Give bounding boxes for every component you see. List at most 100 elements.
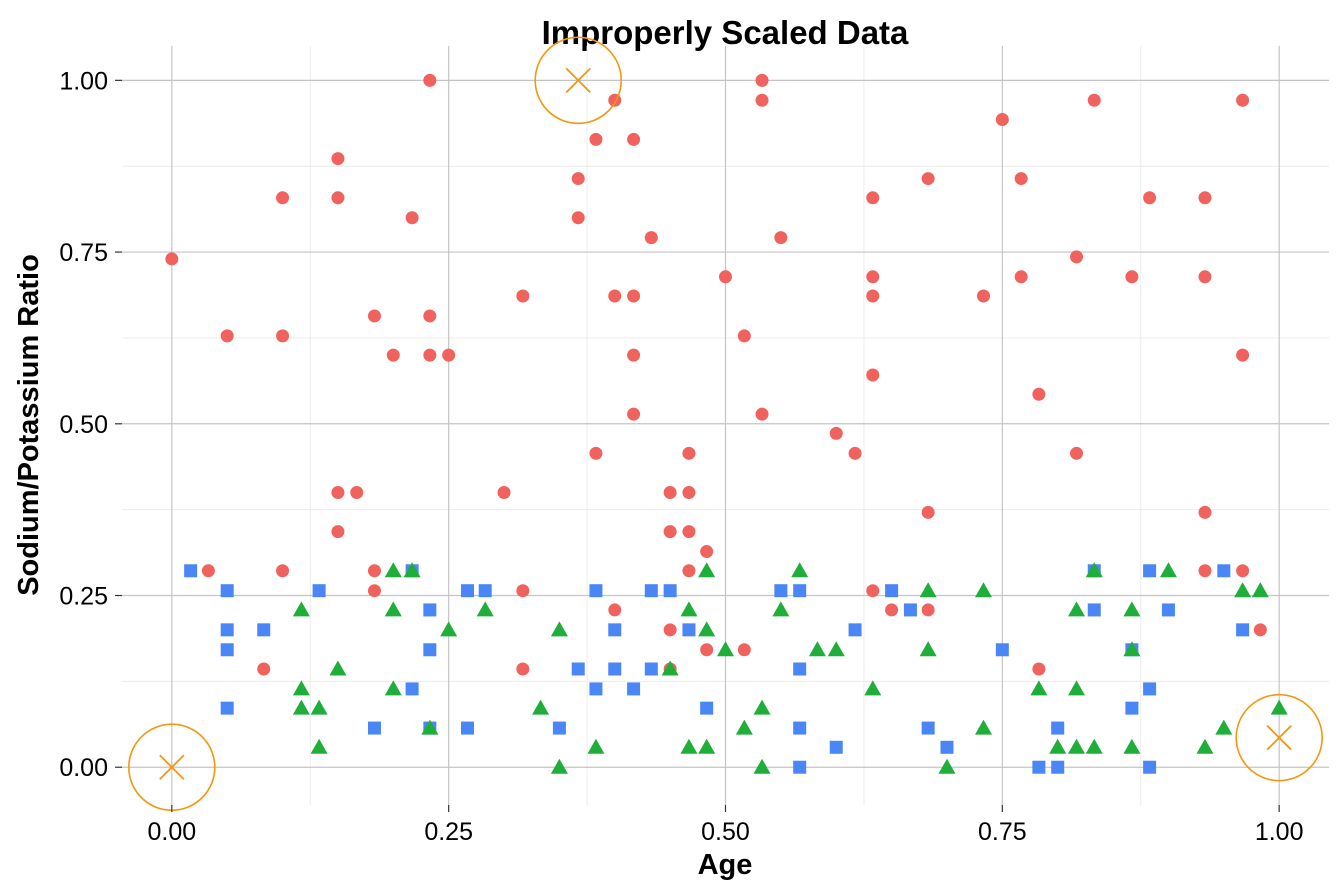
x-tick-label: 0.00 [147, 818, 196, 846]
data-point-circle [682, 564, 696, 578]
data-point-circle [442, 348, 456, 362]
data-point-triangle [1196, 738, 1214, 754]
data-point-square [848, 623, 862, 637]
data-point-square [700, 701, 714, 715]
data-point-square [663, 584, 677, 598]
data-point-square [460, 584, 474, 598]
data-point-square [405, 682, 419, 696]
data-point-circle [848, 446, 862, 460]
data-point-triangle [661, 660, 679, 676]
data-point-triangle [717, 641, 734, 657]
data-point-square [793, 662, 807, 676]
data-point-square [312, 584, 326, 598]
data-point-square [885, 584, 899, 598]
data-point-triangle [310, 738, 328, 754]
data-point-square [1236, 623, 1250, 637]
data-point-triangle [476, 601, 494, 617]
data-point-square [644, 662, 658, 676]
data-point-circle [1014, 270, 1028, 284]
data-point-circle [682, 446, 696, 460]
data-point-square [921, 721, 935, 735]
data-point-circle [571, 211, 585, 225]
data-point-circle [885, 603, 899, 617]
data-point-circle [977, 289, 991, 303]
data-point-triangle [791, 562, 809, 578]
data-point-triangle [1085, 738, 1103, 754]
data-point-triangle [753, 758, 771, 774]
data-point-circle [276, 191, 290, 205]
data-point-square [608, 623, 622, 637]
data-point-triangle [975, 582, 993, 598]
data-point-circle [663, 485, 677, 499]
y-tick-label: 0.00 [59, 754, 108, 782]
data-point-circle [331, 191, 345, 205]
data-point-square [774, 584, 788, 598]
data-point-circle [1125, 270, 1139, 284]
data-point-circle [866, 270, 880, 284]
data-point-circle [276, 564, 290, 578]
data-point-circle [589, 446, 603, 460]
data-point-triangle [1123, 738, 1141, 754]
data-point-circle [367, 309, 381, 323]
data-point-triangle [292, 601, 310, 617]
data-point-circle [627, 348, 641, 362]
data-point-circle [1070, 446, 1084, 460]
data-point-circle [995, 112, 1009, 126]
data-point-circle [1236, 564, 1250, 578]
data-point-circle [516, 584, 530, 598]
highlight-markers [128, 36, 1323, 812]
y-axis: 0.00 0.25 0.50 0.75 1.00 [59, 67, 122, 782]
data-point-square [220, 623, 234, 637]
data-point-circle [627, 289, 641, 303]
data-point-square [1143, 564, 1157, 578]
data-point-circle [719, 270, 732, 284]
data-point-circle [257, 662, 271, 676]
data-point-square [460, 721, 474, 735]
data-point-triangle [421, 719, 439, 735]
data-point-circle [866, 368, 880, 382]
data-point-triangle [550, 621, 568, 637]
data-point-square [608, 662, 622, 676]
data-point-triangle [1215, 719, 1233, 735]
data-point-triangle [735, 719, 753, 735]
data-point-triangle [698, 738, 716, 754]
data-point-circle [737, 643, 751, 657]
data-point-square [552, 721, 566, 735]
data-point-circle [1198, 505, 1212, 519]
data-point-circle [516, 289, 530, 303]
data-point-circle [276, 329, 290, 343]
data-point-triangle [753, 699, 771, 715]
data-point-triangle [919, 641, 937, 657]
data-point-triangle [772, 601, 790, 617]
x-axis-title: Age [698, 849, 753, 881]
data-point-triangle [329, 660, 347, 676]
data-point-circle [755, 73, 769, 87]
data-point-triangle [864, 680, 882, 696]
data-point-circle [1032, 662, 1046, 676]
data-point-circle [608, 289, 622, 303]
y-axis-title: Sodium/Potassium Ratio [13, 254, 45, 596]
data-point-square [682, 623, 696, 637]
data-point-triangle [532, 699, 550, 715]
y-tick-label: 0.75 [59, 239, 108, 267]
plot-grid [122, 46, 1329, 805]
data-point-circle [921, 172, 935, 186]
data-point-triangle [384, 562, 402, 578]
data-point-circle [755, 93, 769, 107]
data-point-triangle [1159, 562, 1177, 578]
data-point-circle [1032, 387, 1046, 401]
data-point-circle [1236, 93, 1250, 107]
data-point-triangle [1068, 680, 1086, 696]
data-point-circle [700, 643, 714, 657]
x-axis: 0.00 0.25 0.50 0.75 1.00 [147, 805, 1304, 846]
data-point-triangle [1270, 699, 1288, 715]
data-point-circle [220, 329, 234, 343]
data-point-circle [165, 252, 179, 266]
data-point-circle [921, 505, 935, 519]
data-point-square [1217, 564, 1231, 578]
data-point-square [1051, 721, 1065, 735]
data-point-circle [1198, 191, 1212, 205]
data-point-square [940, 740, 954, 754]
data-point-triangle [1234, 582, 1252, 598]
data-point-square [423, 603, 437, 617]
